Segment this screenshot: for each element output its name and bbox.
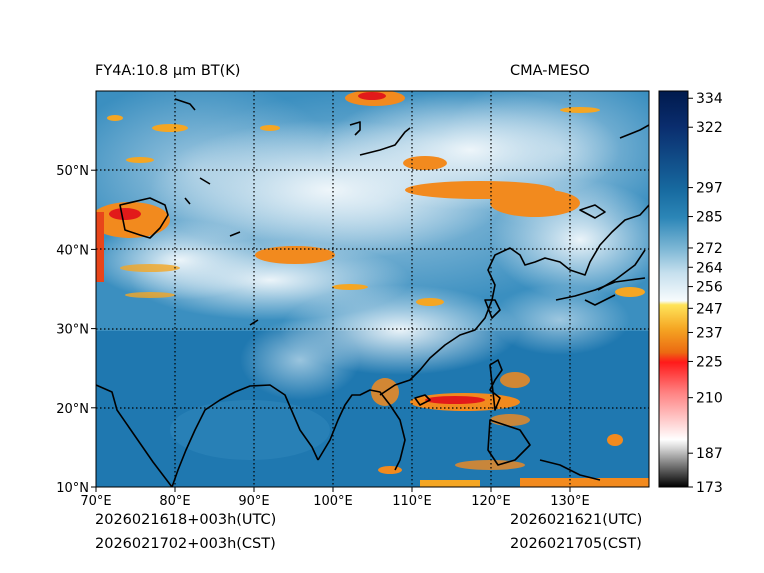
colorbar bbox=[658, 90, 689, 488]
axis-labels: 70°E 80°E 90°E 100°E 110°E 120°E 130°E 10°N 20°N… bbox=[56, 164, 590, 509]
colorbar-tick-label: 173 bbox=[696, 480, 723, 496]
init-time-cst: 2026021702+003h(CST) bbox=[95, 536, 276, 552]
colorbar-tick-label: 272 bbox=[696, 241, 723, 257]
colorbar-tick-label: 210 bbox=[696, 391, 723, 407]
colorbar-tick-label: 256 bbox=[696, 280, 723, 296]
y-tick-label: 50°N bbox=[56, 164, 89, 179]
colorbar-tick-label: 322 bbox=[696, 120, 723, 136]
satellite-imagery bbox=[96, 91, 649, 487]
x-tick-label: 120°E bbox=[471, 494, 511, 509]
colorbar-tick-label: 187 bbox=[696, 446, 723, 462]
map-frame bbox=[95, 90, 650, 488]
colorbar-tick-label: 247 bbox=[696, 301, 723, 317]
colorbar-tick-label: 297 bbox=[696, 181, 723, 197]
x-tick-label: 110°E bbox=[392, 494, 432, 509]
colorbar-labels: 334 322 297 285 272 264 256 247 237 225 210 187 173 bbox=[696, 91, 723, 496]
valid-time-utc: 2026021621(UTC) bbox=[510, 512, 643, 528]
x-tick-label: 90°E bbox=[238, 494, 269, 509]
colorbar-tick-label: 264 bbox=[696, 260, 723, 276]
colorbar-tick-label: 334 bbox=[696, 91, 723, 107]
map-title: FY4A:10.8 µm BT(K) bbox=[95, 63, 241, 79]
x-tick-label: 100°E bbox=[313, 494, 353, 509]
model-name: CMA-MESO bbox=[510, 63, 590, 79]
x-tick-label: 80°E bbox=[159, 494, 190, 509]
y-tick-label: 20°N bbox=[56, 402, 89, 417]
colorbar-tick-label: 285 bbox=[696, 210, 723, 226]
x-tick-label: 130°E bbox=[550, 494, 590, 509]
graticule bbox=[96, 91, 649, 487]
valid-time-cst: 2026021705(CST) bbox=[510, 536, 642, 552]
axis-ticks bbox=[91, 169, 571, 492]
colorbar-ticks bbox=[688, 97, 693, 488]
y-tick-label: 30°N bbox=[56, 323, 89, 338]
y-tick-label: 10°N bbox=[56, 481, 89, 496]
colorbar-tick-label: 225 bbox=[696, 354, 723, 370]
x-tick-label: 70°E bbox=[80, 494, 111, 509]
colorbar-tick-label: 237 bbox=[696, 325, 723, 341]
init-time-utc: 2026021618+003h(UTC) bbox=[95, 512, 277, 528]
y-tick-label: 40°N bbox=[56, 243, 89, 258]
coastlines bbox=[96, 98, 649, 487]
